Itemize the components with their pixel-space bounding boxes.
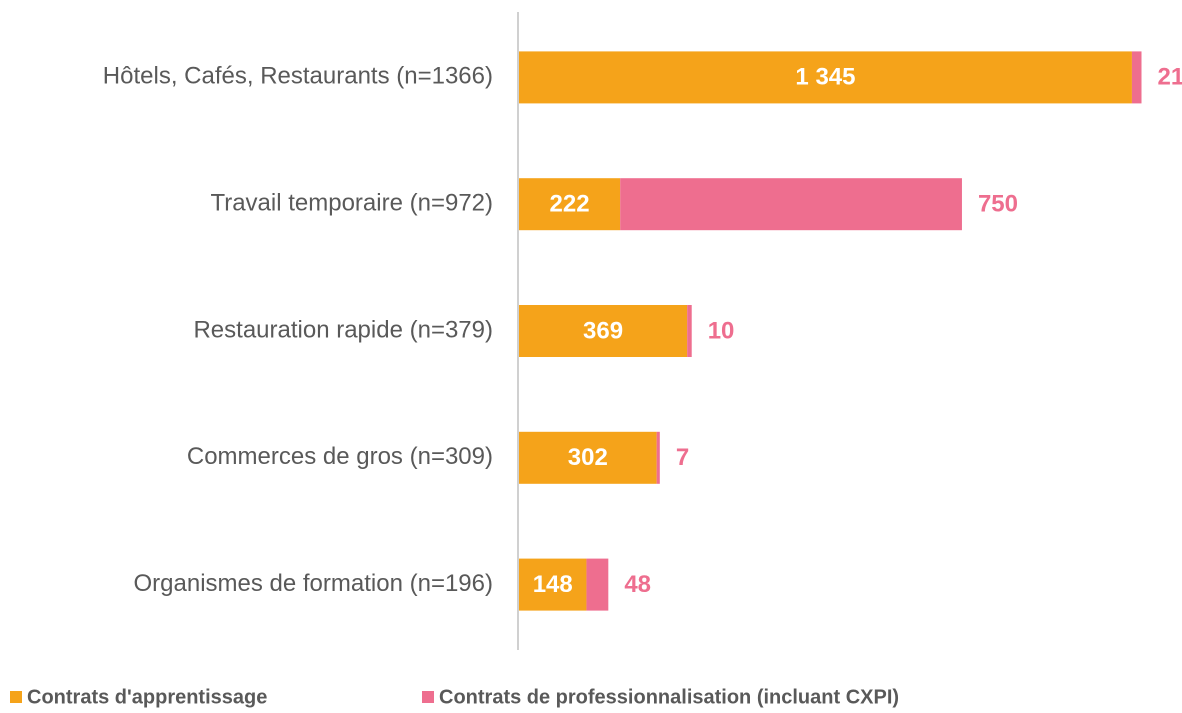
bar-segment bbox=[519, 431, 657, 484]
bar-segment bbox=[586, 558, 609, 611]
value-label: 222 bbox=[550, 191, 590, 218]
value-label: 148 bbox=[533, 571, 573, 598]
bar-segment bbox=[519, 178, 621, 231]
value-label: 750 bbox=[978, 191, 1018, 218]
value-label: 302 bbox=[568, 444, 608, 471]
value-label: 21 bbox=[1158, 64, 1182, 91]
value-label: 7 bbox=[676, 444, 689, 471]
bar-segment bbox=[687, 305, 692, 357]
category-label: Hôtels, Cafés, Restaurants (n=1366) bbox=[103, 63, 493, 90]
value-label: 48 bbox=[624, 571, 651, 598]
legend-label: Contrats d'apprentissage bbox=[27, 686, 267, 708]
category-label: Travail temporaire (n=972) bbox=[210, 190, 493, 217]
legend-swatch bbox=[422, 691, 434, 703]
bar-segment bbox=[620, 178, 962, 231]
bar-segment bbox=[519, 305, 688, 357]
value-label: 10 bbox=[708, 317, 735, 344]
bar-segment bbox=[1131, 51, 1142, 104]
value-label: 369 bbox=[583, 317, 623, 344]
category-label: Restauration rapide (n=379) bbox=[193, 316, 493, 343]
category-label: Commerces de gros (n=309) bbox=[187, 443, 493, 470]
bar-segment bbox=[656, 431, 660, 484]
legend-label: Contrats de professionnalisation (inclua… bbox=[439, 686, 899, 708]
value-label: 1 345 bbox=[795, 64, 855, 91]
bar-segment bbox=[519, 558, 587, 611]
legend-swatch bbox=[10, 691, 22, 703]
category-label: Organismes de formation (n=196) bbox=[133, 570, 493, 597]
bar-segment bbox=[519, 51, 1132, 104]
